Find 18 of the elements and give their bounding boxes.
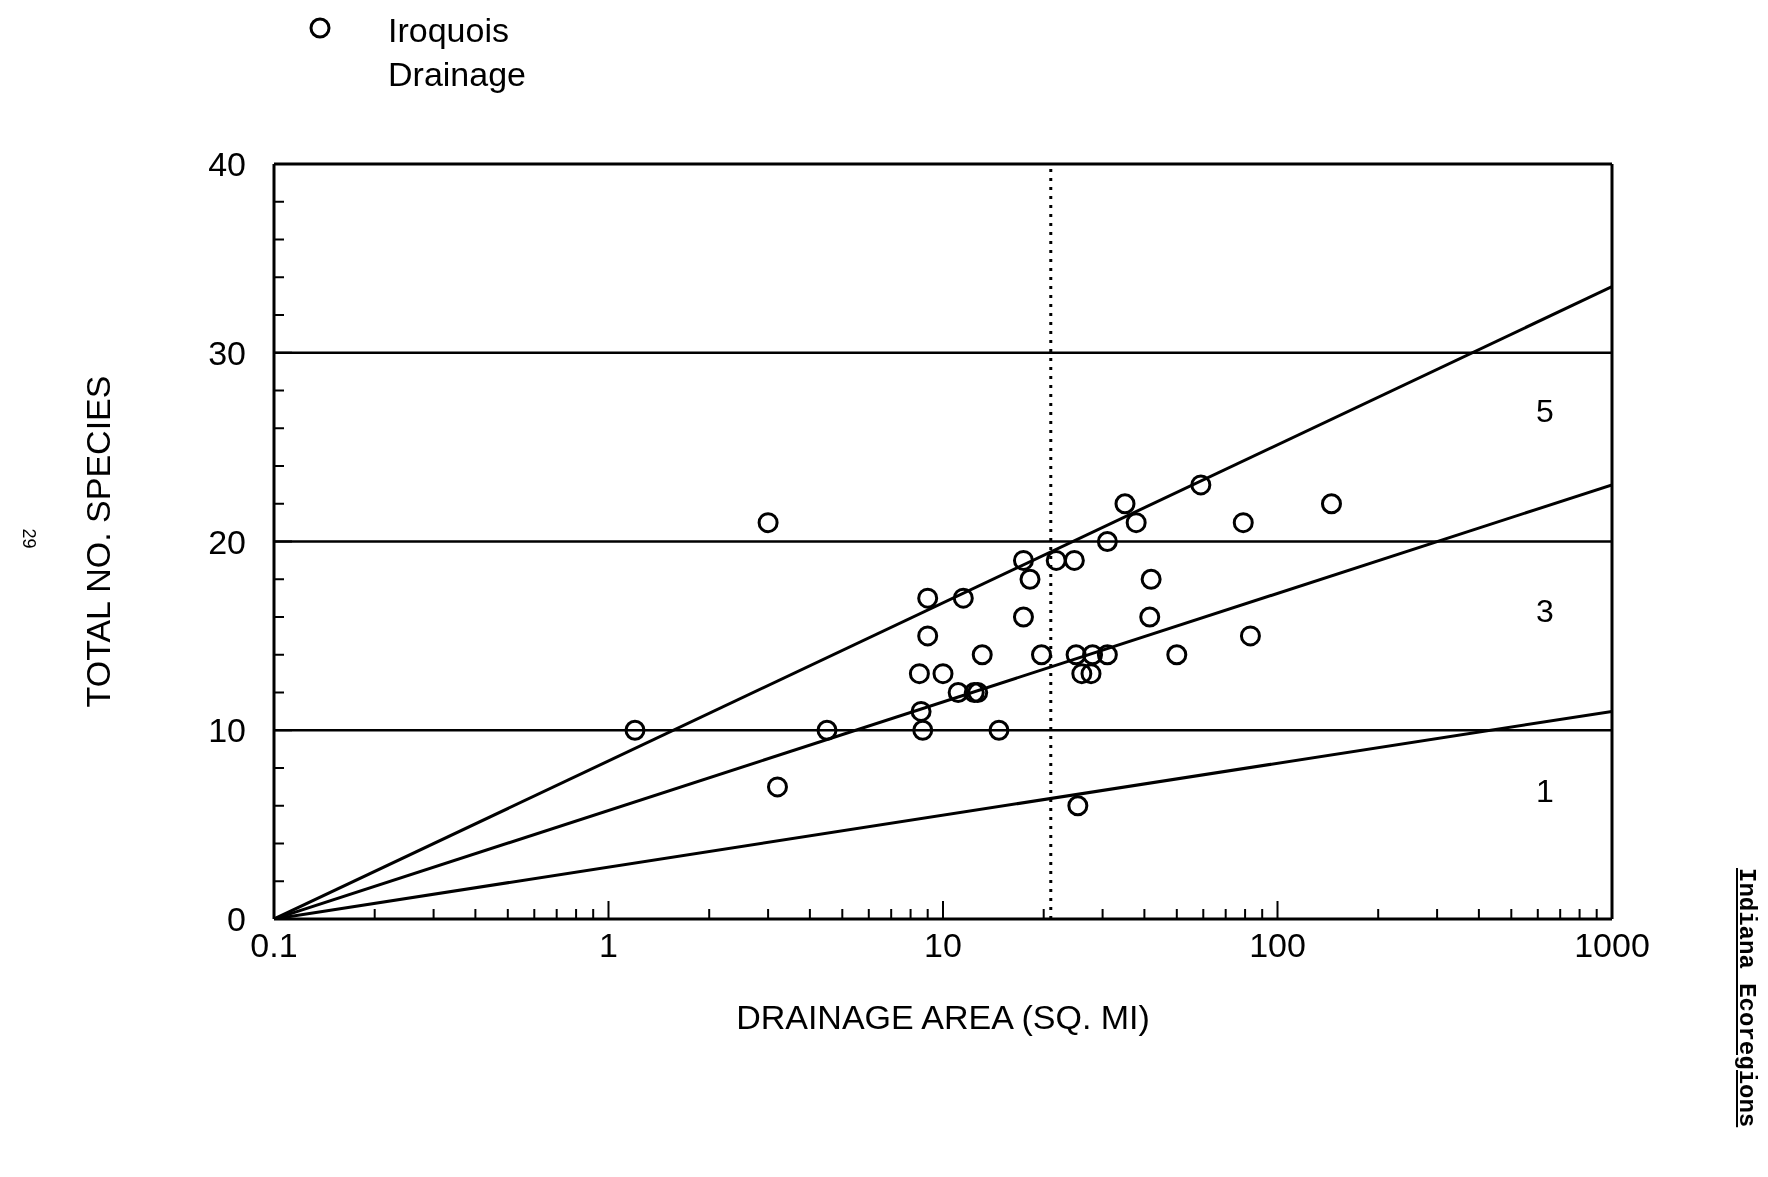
y-tick-label: 0 [227, 900, 246, 938]
x-tick-label: 1 [599, 926, 618, 964]
text: Indiana Ecoregions [1733, 868, 1760, 1130]
y-tick-label: 20 [208, 522, 246, 561]
text: 29 [17, 528, 39, 549]
annotation: 5 [1536, 393, 1554, 430]
y-tick-label: 10 [208, 711, 246, 750]
x-tick-label: 1000 [1574, 926, 1650, 964]
x-axis-title: DRAINAGE AREA (SQ. MI) [736, 998, 1150, 1036]
x-tick-label: 10 [924, 926, 962, 964]
y-tick-label: 30 [208, 333, 246, 372]
y-axis-title: TOTAL NO. SPECIES [79, 375, 118, 708]
annotation: 3 [1536, 593, 1554, 630]
annotation: 1 [1536, 773, 1554, 810]
y-tick-label: 40 [208, 145, 246, 183]
x-tick-label: 100 [1249, 926, 1306, 964]
x-tick-label: 0.1 [250, 926, 298, 964]
legend-label: Iroquois Drainage [388, 10, 527, 95]
